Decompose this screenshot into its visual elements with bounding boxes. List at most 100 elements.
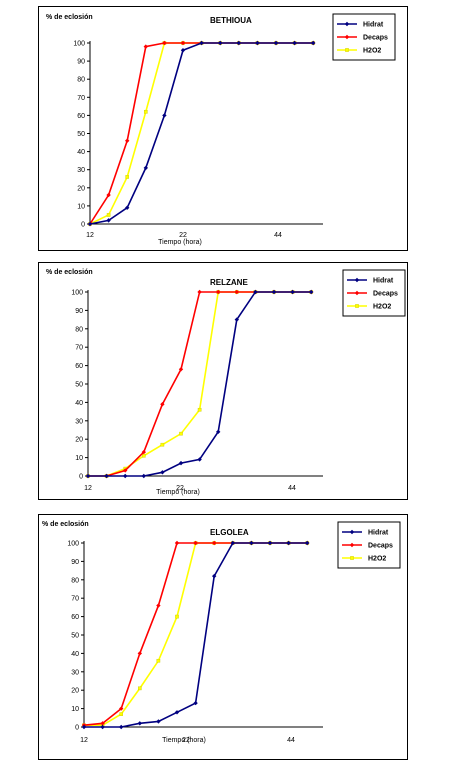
chart-title: RELZANE [210, 278, 248, 287]
data-point-decaps [141, 449, 146, 455]
chart-relzane-svg: % de eclosión RELZANE 0 10 20 30 40 50 60 70 80 90 1… [38, 262, 408, 500]
x-tick-label: 12 [86, 232, 94, 239]
data-point-decaps [123, 468, 128, 473]
data-point-hidrat [290, 289, 295, 295]
chart-relzane: % de eclosión RELZANE 0 10 20 30 40 50 60 70 80 90 1… [38, 262, 408, 505]
data-point-decaps [212, 540, 217, 546]
legend: Hidrat Decaps H2O2 [332, 13, 396, 61]
data-point-hidrat [249, 540, 254, 546]
x-tick-label: 22 [179, 232, 187, 239]
y-tick-label: 70 [71, 596, 79, 603]
x-tick-label: 12 [80, 737, 88, 744]
data-point-h2o2 [106, 213, 111, 217]
y-tick-label: 70 [77, 95, 85, 102]
x-tick-label: 44 [288, 485, 296, 492]
data-point-decaps [106, 192, 111, 198]
data-point-decaps [234, 289, 239, 295]
data-point-hidrat [81, 724, 87, 730]
data-point-hidrat [199, 40, 204, 46]
data-point-hidrat [119, 724, 124, 730]
data-point-decaps [125, 138, 130, 143]
data-point-hidrat [180, 48, 186, 53]
data-point-hidrat [156, 719, 161, 724]
chart-elgolea-svg: % de eclosión ELGOLEA 0 10 20 30 40 50 60 70 80 90 1… [38, 514, 408, 760]
x-axis-label: Tiempo (hora) [158, 239, 202, 246]
data-point-decaps [143, 44, 148, 49]
data-point-h2o2 [160, 442, 165, 447]
data-point-hidrat [85, 473, 91, 479]
chart-elgolea: % de eclosión ELGOLEA 0 10 20 30 40 50 60 70 80 90 1… [38, 514, 408, 765]
x-tick-label: 44 [274, 232, 282, 239]
data-point-hidrat [143, 165, 148, 171]
data-point-hidrat [106, 218, 111, 223]
data-point-hidrat [100, 724, 105, 730]
data-point-h2o2 [125, 175, 129, 179]
x-axis-label: Tiempo (hora) [156, 489, 200, 496]
data-point-decaps [216, 289, 221, 295]
y-tick-label: 80 [77, 77, 85, 84]
y-tick-label: 60 [77, 113, 85, 120]
data-point-hidrat [236, 40, 241, 46]
legend-marker-h2o2 [350, 556, 354, 560]
y-tick-label: 90 [71, 559, 79, 566]
y-tick-label: 60 [75, 363, 83, 370]
chart-title: ELGOLEA [210, 528, 249, 537]
x-tick-label: 44 [287, 737, 295, 744]
x-tick-label: 22 [176, 485, 184, 492]
data-point-hidrat [104, 473, 109, 479]
y-axis-label: % de eclosión [46, 14, 93, 21]
data-point-hidrat [197, 457, 202, 462]
data-point-hidrat [87, 221, 93, 227]
y-tick-label: 100 [73, 41, 85, 48]
y-axis-label: % de eclosión [46, 269, 93, 276]
data-point-hidrat [141, 473, 146, 479]
chart-bethioua: % de eclosión BETHIOUA 0 10 20 30 40 50 60 70 80 90… [38, 6, 408, 256]
data-point-decaps [193, 540, 198, 546]
data-point-hidrat [311, 40, 316, 46]
y-tick-label: 100 [67, 541, 79, 548]
y-tick-label: 40 [77, 149, 85, 156]
y-tick-label: 90 [77, 59, 85, 66]
data-point-h2o2 [156, 658, 161, 663]
y-tick-label: 0 [75, 725, 79, 732]
y-tick-label: 0 [81, 222, 85, 229]
y-tick-label: 30 [75, 418, 83, 425]
data-point-hidrat [160, 470, 165, 475]
data-point-decaps [180, 40, 186, 46]
data-point-hidrat [305, 540, 310, 546]
legend-marker-decaps [344, 34, 350, 40]
data-point-hidrat [271, 289, 277, 295]
data-point-hidrat [267, 540, 273, 546]
y-tick-label: 30 [71, 669, 79, 676]
data-point-hidrat [125, 205, 130, 210]
y-tick-label: 30 [77, 167, 85, 174]
y-tick-label: 20 [71, 688, 79, 695]
data-point-hidrat [273, 40, 279, 46]
legend-marker-h2o2 [345, 48, 349, 52]
y-tick-label: 20 [77, 185, 85, 192]
y-tick-label: 50 [77, 131, 85, 138]
data-point-h2o2 [175, 614, 179, 619]
y-tick-label: 50 [75, 382, 83, 389]
data-point-decaps [178, 367, 184, 372]
data-point-decaps [162, 40, 167, 46]
data-point-h2o2 [141, 453, 146, 458]
legend-label-decaps: Decaps [368, 543, 393, 550]
data-point-h2o2 [197, 407, 202, 412]
data-point-hidrat [123, 473, 128, 479]
y-tick-label: 10 [75, 455, 83, 462]
legend-label-h2o2: H2O2 [368, 556, 386, 563]
legend-label-decaps: Decaps [373, 291, 398, 298]
data-point-decaps [174, 540, 180, 546]
data-point-hidrat [216, 429, 221, 435]
y-tick-label: 80 [71, 577, 79, 584]
y-tick-label: 90 [75, 308, 83, 315]
legend: Hidrat Decaps H2O2 [342, 269, 406, 317]
y-tick-label: 60 [71, 614, 79, 621]
legend-marker-hidrat [344, 21, 350, 27]
data-point-hidrat [178, 460, 184, 466]
legend-label-h2o2: H2O2 [363, 48, 381, 55]
data-point-hidrat [218, 40, 223, 46]
y-tick-label: 40 [71, 651, 79, 658]
legend-marker-decaps [354, 290, 360, 296]
